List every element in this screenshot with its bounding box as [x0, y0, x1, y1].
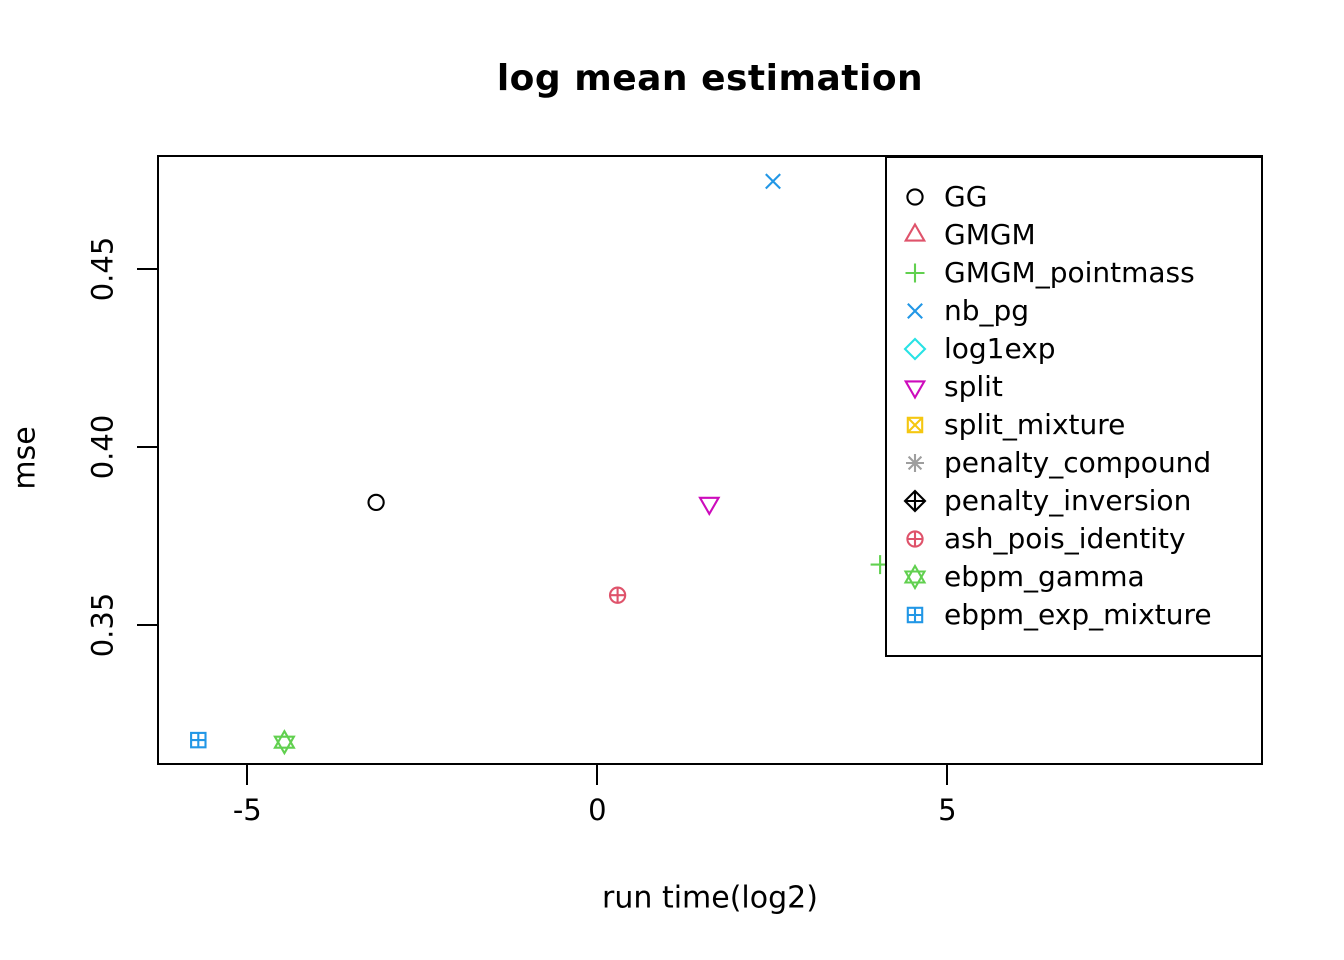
- legend-row: penalty_inversion: [887, 482, 1261, 520]
- legend-label: GMGM: [944, 218, 1036, 251]
- x-tick-mark: [946, 765, 949, 785]
- y-tick-mark: [137, 624, 157, 627]
- legend-diamond-icon: [903, 337, 927, 361]
- legend-circle-plus-icon: [906, 530, 924, 548]
- legend-row: split_mixture: [887, 406, 1261, 444]
- legend-label: GMGM_pointmass: [944, 256, 1195, 289]
- legend-label: penalty_compound: [944, 446, 1212, 479]
- y-tick-label: 0.45: [85, 236, 120, 302]
- x-axis-title: run time(log2): [602, 880, 818, 916]
- legend-row: GMGM: [887, 216, 1261, 254]
- y-axis-title: mse: [7, 426, 43, 490]
- legend-row: penalty_compound: [887, 444, 1261, 482]
- legend-asterisk-icon: [906, 454, 924, 472]
- legend-row: GG: [887, 178, 1261, 216]
- legend-label: ash_pois_identity: [944, 522, 1186, 555]
- legend-triangle-up-icon: [903, 222, 927, 242]
- legend-label: ebpm_exp_mixture: [944, 598, 1212, 631]
- legend-label: log1exp: [944, 332, 1056, 365]
- legend-label: ebpm_gamma: [944, 560, 1145, 593]
- x-tick-label: -5: [232, 793, 262, 827]
- legend-row: ash_pois_identity: [887, 520, 1261, 558]
- legend-row: nb_pg: [887, 292, 1261, 330]
- y-tick-mark: [137, 446, 157, 449]
- legend-triangle-down-icon: [903, 380, 927, 400]
- legend-row: ebpm_gamma: [887, 558, 1261, 596]
- legend-square-plus-icon: [906, 606, 924, 624]
- y-tick-mark: [137, 268, 157, 271]
- legend-diamond-plus-icon: [903, 489, 927, 513]
- legend-label: split: [944, 370, 1003, 403]
- legend-label: penalty_inversion: [944, 484, 1192, 517]
- legend-circle-icon: [906, 188, 924, 206]
- y-tick-label: 0.35: [85, 592, 120, 658]
- x-tick-label: 0: [588, 793, 607, 827]
- legend-plus-icon: [905, 263, 925, 283]
- y-tick-label: 0.40: [85, 414, 120, 480]
- legend-label: split_mixture: [944, 408, 1126, 441]
- legend-label: GG: [944, 180, 988, 213]
- legend-square-x-icon: [906, 416, 924, 434]
- legend-row: GMGM_pointmass: [887, 254, 1261, 292]
- legend-box: GG GMGM GMGM_pointmass nb_pg log1exp split spl…: [885, 156, 1263, 657]
- x-tick-mark: [596, 765, 599, 785]
- legend-row: split: [887, 368, 1261, 406]
- legend-hexagram-icon: [903, 564, 927, 590]
- legend-row: log1exp: [887, 330, 1261, 368]
- legend-x-icon: [907, 303, 923, 319]
- x-tick-label: 5: [938, 793, 957, 827]
- legend-row: ebpm_exp_mixture: [887, 596, 1261, 634]
- chart-title: log mean estimation: [496, 58, 924, 99]
- x-tick-mark: [246, 765, 249, 785]
- legend-label: nb_pg: [944, 294, 1030, 327]
